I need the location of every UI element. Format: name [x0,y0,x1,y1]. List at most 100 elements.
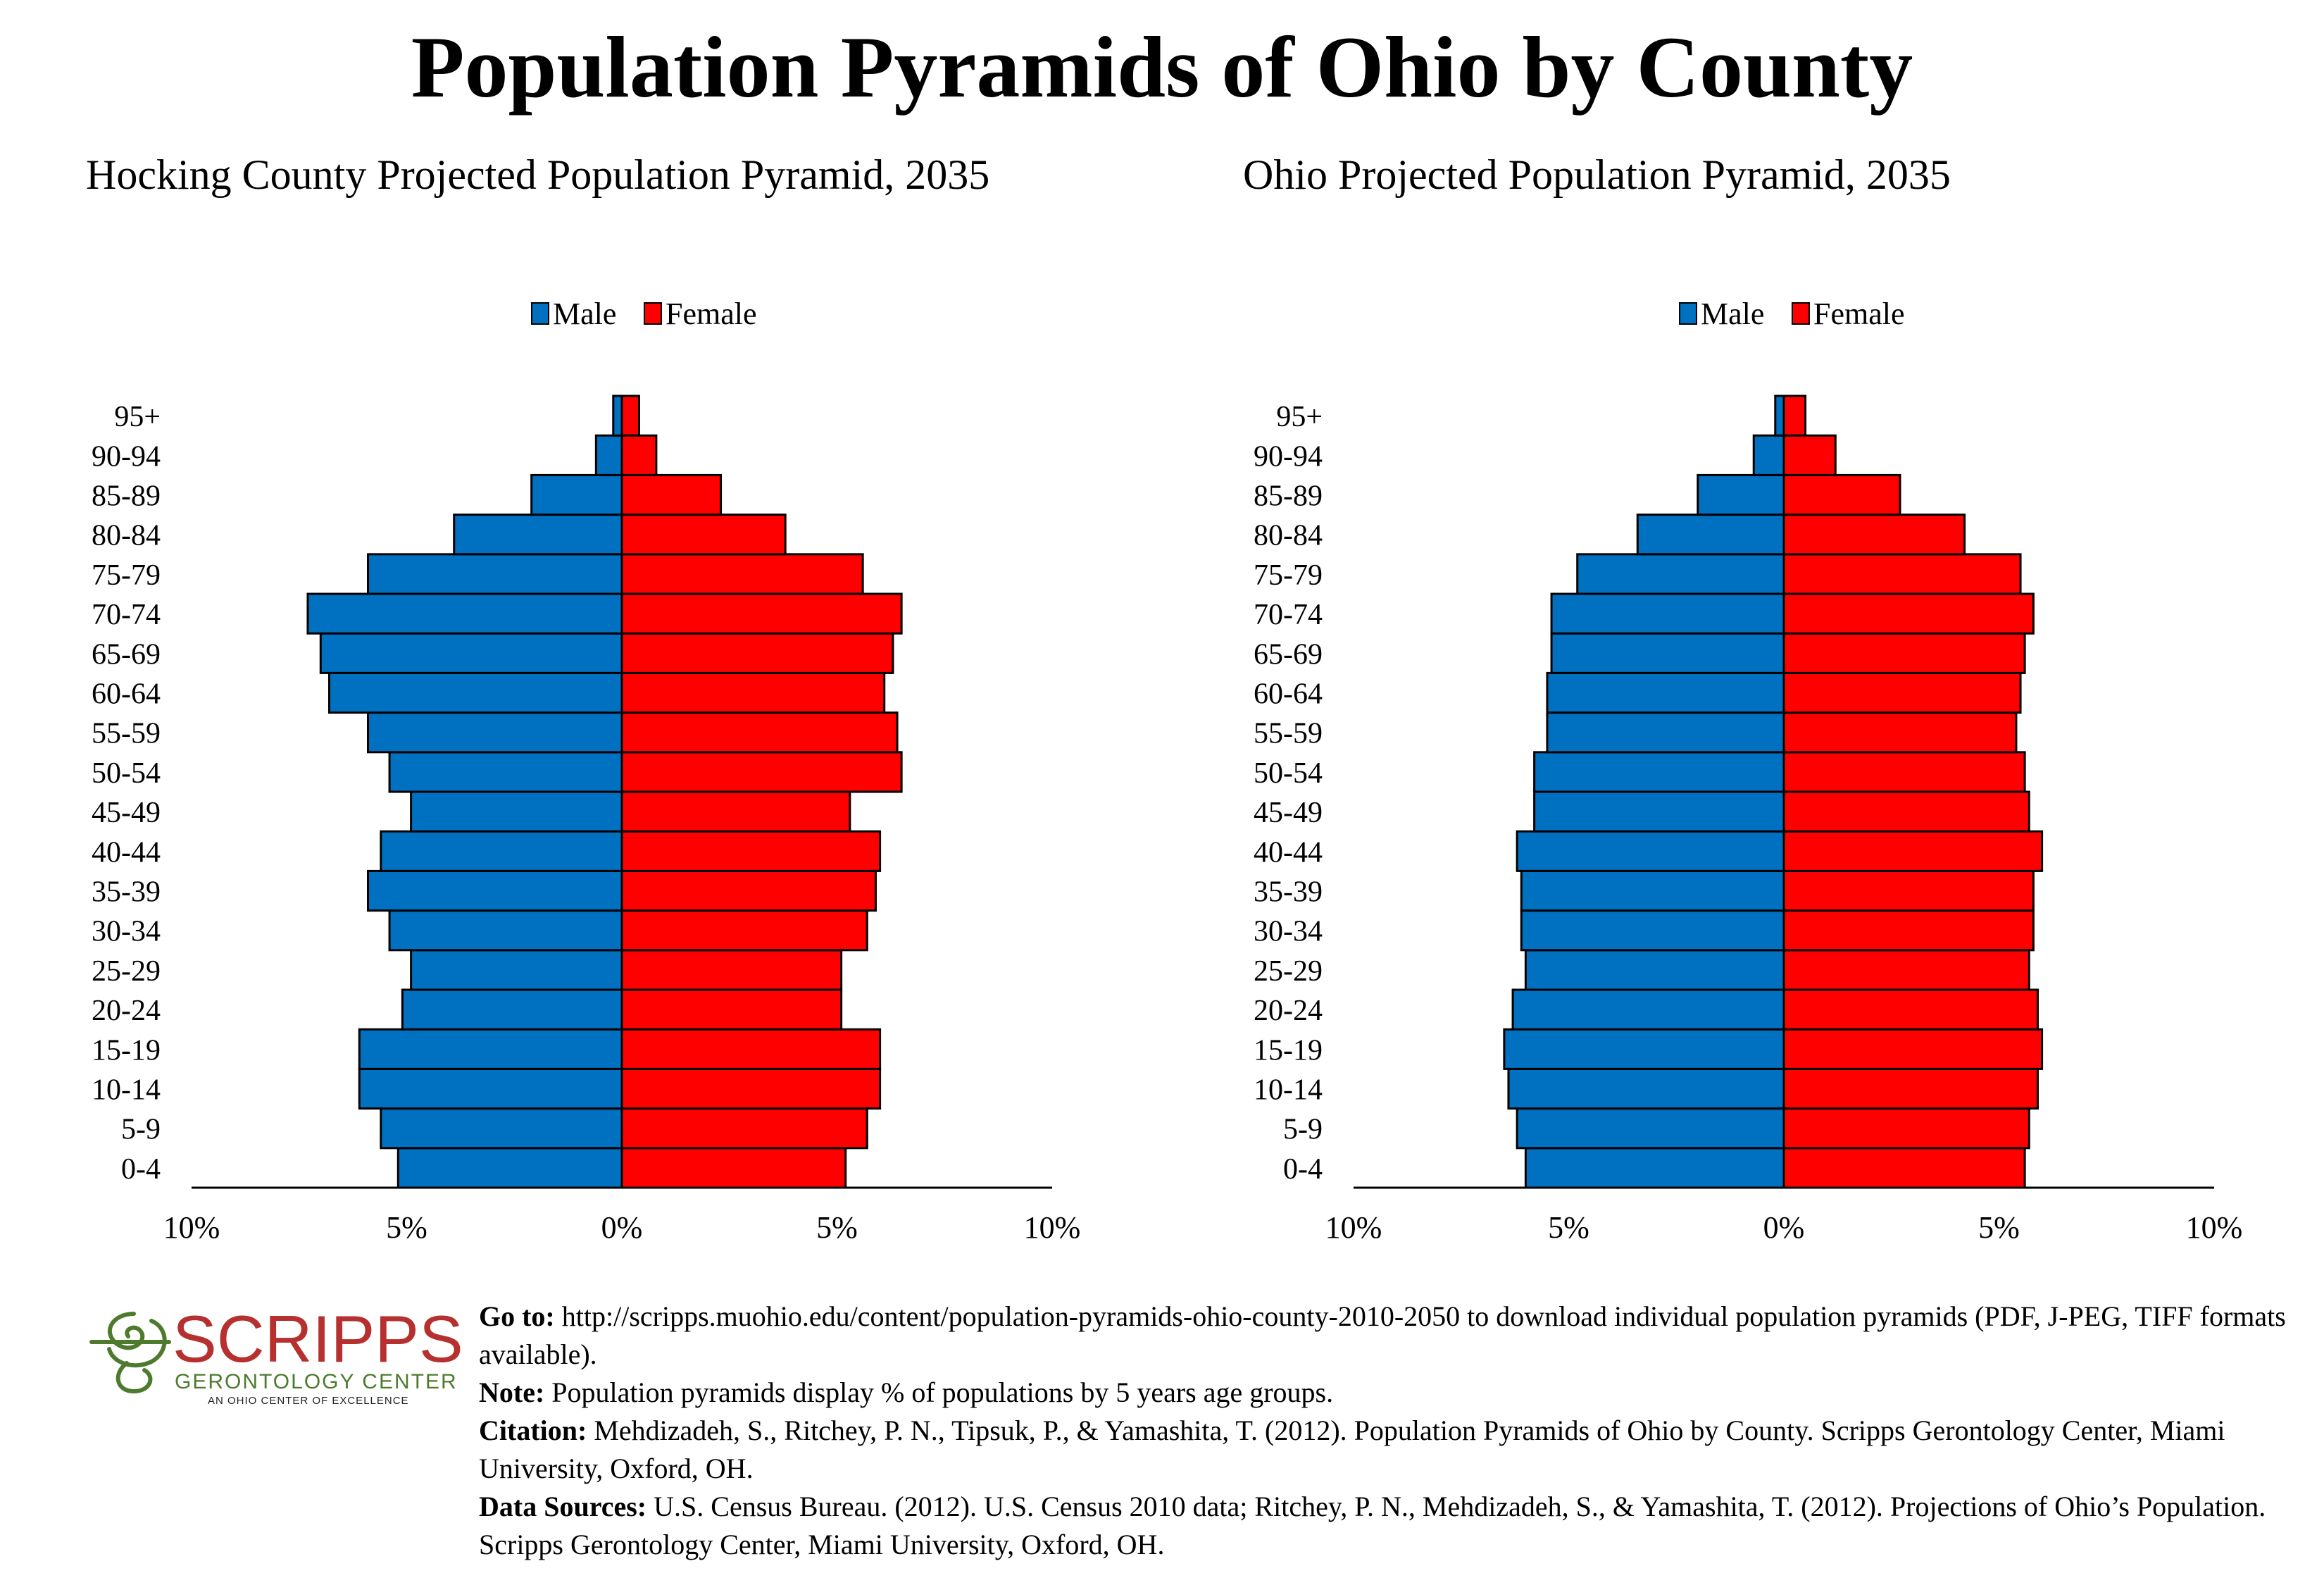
bar-female-25-29 [1782,949,2030,991]
bar-male-70-74 [306,592,623,635]
bar-male-90-94 [594,434,623,476]
bar-male-0-4 [396,1147,623,1189]
bar-male-10-14 [1507,1067,1785,1110]
bar-female-55-59 [620,711,899,754]
bar-male-55-59 [367,711,623,754]
bar-male-95+ [612,394,623,437]
x-tick-label: 10% [163,1210,220,1245]
bar-female-10-14 [620,1067,882,1110]
age-label-80-84: 80-84 [92,520,161,552]
goto-label: Go to: [479,1300,555,1332]
bar-male-65-69 [1550,632,1785,674]
legend-item-male: Male [531,297,616,331]
bar-female-65-69 [1782,632,2026,674]
sources-label: Data Sources: [479,1491,647,1522]
bar-male-25-29 [410,949,623,991]
citation-label: Citation: [479,1415,587,1446]
x-tick-label: 10% [1325,1210,1382,1245]
bar-female-55-59 [1782,711,2018,754]
age-label-30-34: 30-34 [92,916,161,948]
age-label-90-94: 90-94 [92,440,161,473]
bar-male-95+ [1774,394,1785,437]
age-label-20-24: 20-24 [1254,995,1323,1027]
bar-female-15-19 [1782,1028,2044,1070]
age-label-55-59: 55-59 [1254,718,1323,750]
age-label-60-64: 60-64 [92,678,161,711]
bar-male-20-24 [1511,988,1785,1031]
bar-female-40-44 [620,830,882,872]
footer-notes: Go to: http://scripps.muohio.edu/content… [479,1298,2310,1564]
legend-item-male: Male [1679,297,1764,331]
legend-label-female: Female [1813,297,1905,331]
bar-female-95+ [1782,394,1807,437]
bar-male-50-54 [1533,751,1785,793]
legend-item-female: Female [1792,297,1905,331]
bar-female-60-64 [1782,671,2022,714]
age-label-30-34: 30-34 [1254,916,1323,948]
age-label-15-19: 15-19 [92,1034,161,1067]
citation-line: Citation: Mehdizadeh, S., Ritchey, P. N.… [479,1412,2310,1488]
age-label-95+: 95+ [114,401,161,433]
logo-subtitle: GERONTOLOGY CENTER [175,1370,458,1393]
hocking-pyramid-chart: Hocking County Projected Population Pyra… [0,134,1162,1282]
age-label-5-9: 5-9 [1283,1114,1323,1146]
logo-tagline: AN OHIO CENTER OF EXCELLENCE [208,1395,409,1405]
bar-male-0-4 [1524,1147,1785,1189]
age-label-0-4: 0-4 [1283,1153,1323,1186]
bar-female-40-44 [1782,830,2044,872]
bar-male-20-24 [401,988,623,1031]
bar-female-0-4 [620,1147,847,1189]
age-label-50-54: 50-54 [92,757,161,790]
bar-female-95+ [620,394,640,437]
sources-text: U.S. Census Bureau. (2012). U.S. Census … [479,1491,2266,1560]
bar-female-35-39 [620,869,877,912]
bar-female-30-34 [1782,909,2035,952]
bar-female-20-24 [620,988,843,1031]
legend-swatch-female [1792,302,1810,325]
bar-female-70-74 [620,592,903,635]
chart-title: Ohio Projected Population Pyramid, 2035 [1243,151,1951,198]
bar-female-80-84 [1782,514,1966,556]
x-tick-label: 5% [386,1210,427,1245]
ohio-pyramid-svg: Ohio Projected Population Pyramid, 2035 M… [1243,151,2243,1245]
bar-male-35-39 [367,869,623,912]
bar-male-5-9 [1516,1107,1785,1150]
age-label-40-44: 40-44 [1254,836,1323,869]
bar-female-45-49 [1782,790,2030,833]
age-label-45-49: 45-49 [92,797,161,829]
logo-name: SCRIPPS [173,1302,463,1376]
citation-text: Mehdizadeh, S., Ritchey, P. N., Tipsuk, … [479,1415,2225,1484]
bar-male-75-79 [1576,553,1785,595]
legend-label-male: Male [1701,297,1764,331]
age-label-75-79: 75-79 [1254,559,1323,592]
bar-male-10-14 [358,1067,623,1110]
scripps-logo-svg: SCRIPPS GERONTOLOGY CENTER AN OHIO CENTE… [89,1302,463,1407]
age-label-85-89: 85-89 [1254,480,1323,513]
age-label-5-9: 5-9 [121,1114,161,1146]
bar-female-15-19 [620,1028,882,1070]
bar-female-30-34 [620,909,868,952]
bar-female-50-54 [1782,751,2026,793]
x-tick-label: 10% [2186,1210,2243,1245]
age-label-45-49: 45-49 [1254,797,1323,829]
bar-female-25-29 [620,949,843,991]
bar-male-60-64 [328,671,623,714]
bar-male-30-34 [1520,909,1785,952]
bar-male-30-34 [388,909,623,952]
chart-legend: Male Female [531,297,757,331]
age-label-90-94: 90-94 [1254,440,1323,473]
hocking-pyramid-svg: Hocking County Projected Population Pyra… [86,151,1080,1245]
age-label-55-59: 55-59 [92,718,161,750]
age-label-65-69: 65-69 [1254,638,1323,671]
bar-female-45-49 [620,790,851,833]
age-label-50-54: 50-54 [1254,757,1323,790]
bar-female-90-94 [1782,434,1837,476]
scripps-swirl-icon [89,1312,171,1394]
bar-male-60-64 [1546,671,1785,714]
chart-title: Hocking County Projected Population Pyra… [86,151,989,198]
age-label-85-89: 85-89 [92,480,161,513]
x-tick-label: 0% [601,1210,643,1245]
bar-female-10-14 [1782,1067,2039,1110]
goto-text: http://scripps.muohio.edu/content/popula… [479,1300,2286,1370]
age-label-35-39: 35-39 [1254,876,1323,909]
